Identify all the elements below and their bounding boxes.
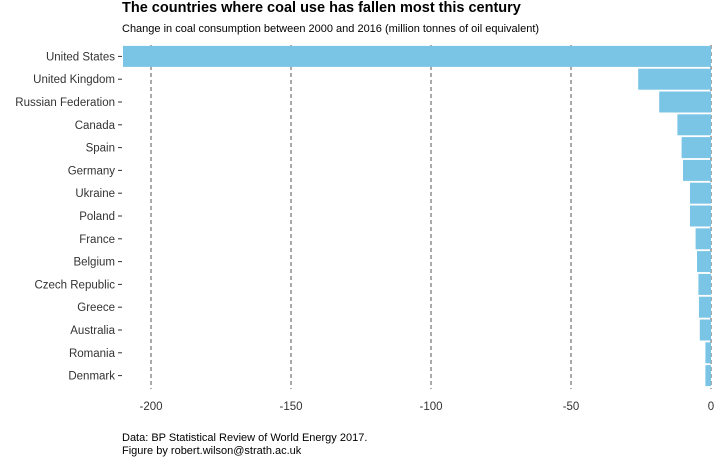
bar xyxy=(697,251,711,273)
y-tick-label: Spain xyxy=(86,143,115,155)
chart-subtitle: Change in coal consumption between 2000 … xyxy=(122,23,540,35)
y-tick-label: Romania xyxy=(69,348,116,360)
y-tick-label: United Kingdom xyxy=(33,74,115,86)
y-tick-label: United States xyxy=(46,51,115,63)
y-tick-label: Denmark xyxy=(68,371,115,383)
x-tick-label: -100 xyxy=(419,401,442,413)
bar xyxy=(659,91,711,113)
x-tick-label: -150 xyxy=(279,401,302,413)
bar xyxy=(681,137,711,159)
y-axis-labels: United States United Kingdom Russian Feder… xyxy=(15,51,122,383)
bar xyxy=(123,45,711,67)
bar xyxy=(690,182,711,204)
bar xyxy=(695,228,711,250)
caption-source: Data: BP Statistical Review of World Ene… xyxy=(122,432,368,444)
y-tick-label: Canada xyxy=(75,120,116,132)
bar xyxy=(677,114,711,136)
bar xyxy=(698,296,711,318)
grid-lines xyxy=(150,45,712,389)
y-tick-label: Belgium xyxy=(73,257,115,269)
bar xyxy=(683,159,711,181)
y-tick-label: Russian Federation xyxy=(15,97,115,109)
bar xyxy=(698,273,711,295)
bar xyxy=(705,342,711,364)
y-tick-label: France xyxy=(79,234,115,246)
y-tick-label: Australia xyxy=(70,325,115,337)
bar xyxy=(690,205,711,227)
y-tick-label: Ukraine xyxy=(75,188,115,200)
y-tick-label: Greece xyxy=(77,302,115,314)
y-tick-label: Germany xyxy=(68,165,116,177)
x-tick-label: -50 xyxy=(563,401,580,413)
bar xyxy=(699,319,711,341)
chart-title: The countries where coal use has fallen … xyxy=(122,0,521,16)
bar xyxy=(705,365,711,387)
x-axis-labels: -200 -150 -100 -50 0 xyxy=(139,401,714,413)
y-tick-label: Poland xyxy=(79,211,115,223)
x-tick-label: 0 xyxy=(708,401,714,413)
x-tick-label: -200 xyxy=(139,401,162,413)
bar xyxy=(638,68,711,90)
y-tick-label: Czech Republic xyxy=(34,279,115,291)
bars xyxy=(123,45,711,387)
caption-credit: Figure by robert.wilson@strath.ac.uk xyxy=(122,445,302,457)
